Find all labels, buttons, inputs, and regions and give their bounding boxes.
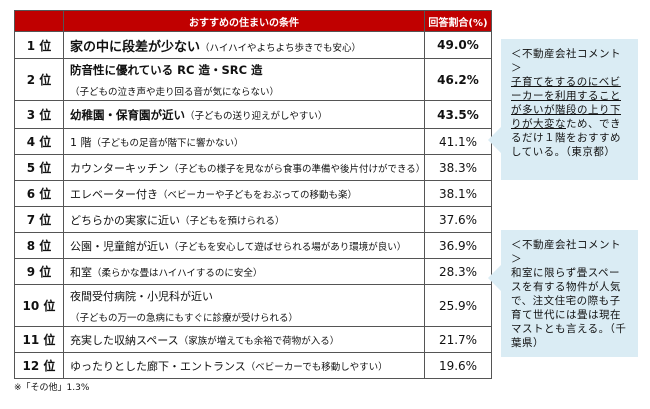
condition-sub: （子どもの万一の急病にもすぐに診療が受けられる） <box>70 312 299 324</box>
rank-cell: 7 位 <box>14 206 64 233</box>
rank-cell: 11 位 <box>14 326 64 353</box>
rank-cell: 1 位 <box>14 31 64 59</box>
condition-sub: （子どもを預けられる） <box>180 215 285 227</box>
condition-cell: カウンターキッチン（子どもの様子を見ながら食事の準備や後片付けができる） <box>63 154 425 181</box>
condition-main: どちらかの実家に近い <box>70 213 180 227</box>
condition-main: 幼稚園・保育園が近い <box>70 107 185 122</box>
rank-cell: 6 位 <box>14 180 64 207</box>
percent-cell: 36.9% <box>424 232 492 259</box>
condition-sub: （ハイハイやよちよち歩きでも安心） <box>200 42 361 54</box>
callout-body: 和室に限らず畳スペースを有する物件が人気で、注文住宅の際も子育て世代には畳は現在… <box>511 267 627 349</box>
condition-cell: エレベーター付き（ベビーカーや子どもをおぶっての移動も楽） <box>63 180 425 207</box>
condition-cell: 夜間受付病院・小児科が近い （子どもの万一の急病にもすぐに診療が受けられる） <box>63 284 425 327</box>
condition-cell: ゆったりとした廊下・エントランス（ベビーカーでも移動しやすい） <box>63 352 425 379</box>
condition-cell: 公園・児童館が近い（子どもを安心して遊ばせられる場があり環境が良い） <box>63 232 425 259</box>
condition-cell: 1 階（子どもの足音が階下に響かない） <box>63 128 425 155</box>
ranking-table: おすすめの住まいの条件 回答割合(%) 1 位 家の中に段差が少ない（ハイハイや… <box>14 10 492 379</box>
percent-cell: 38.1% <box>424 180 492 207</box>
condition-sub: （子どもの泣き声や走り回る音が気にならない） <box>70 86 280 98</box>
condition-sub: （ベビーカーでも移動しやすい） <box>245 361 388 373</box>
condition-cell: 充実した収納スペース（家族が増えても余裕で荷物が入る） <box>63 326 425 353</box>
percent-cell: 28.3% <box>424 258 492 285</box>
rank-cell: 2 位 <box>14 58 64 101</box>
rank-cell: 3 位 <box>14 100 64 129</box>
condition-cell: 幼稚園・保育園が近い（子どもの送り迎えがしやすい） <box>63 100 425 129</box>
header-rank <box>14 10 64 32</box>
condition-sub: （ベビーカーや子どもをおぶっての移動も楽） <box>158 189 358 201</box>
condition-main: 1 階 <box>70 135 92 149</box>
percent-cell: 37.6% <box>424 206 492 233</box>
table-row: 1 位 家の中に段差が少ない（ハイハイやよちよち歩きでも安心） 49.0% <box>14 31 492 59</box>
table-row: 5 位 カウンターキッチン（子どもの様子を見ながら食事の準備や後片付けができる）… <box>14 154 492 181</box>
condition-main: ゆったりとした廊下・エントランス <box>70 359 246 373</box>
condition-cell: 防音性に優れている RC 造・SRC 造 （子どもの泣き声や走り回る音が気にならな… <box>63 58 425 101</box>
condition-main: 家の中に段差が少ない <box>70 39 201 55</box>
callout-heading: ＜不動産会社コメント＞ <box>511 48 621 74</box>
realtor-comment-callout-chiba: ＜不動産会社コメント＞ 和室に限らず畳スペースを有する物件が人気で、注文住宅の際… <box>488 230 638 357</box>
percent-cell: 41.1% <box>424 128 492 155</box>
condition-sub: （子どもの足音が階下に響かない） <box>91 137 244 149</box>
percent-cell: 49.0% <box>424 31 492 59</box>
rank-cell: 10 位 <box>14 284 64 327</box>
table-row: 4 位 1 階（子どもの足音が階下に響かない） 41.1% <box>14 128 492 155</box>
condition-main: 公園・児童館が近い <box>70 239 169 253</box>
condition-main: 和室 <box>70 265 92 279</box>
realtor-comment-callout-tokyo: ＜不動産会社コメント＞ 子育てをするのにベビーカーを利用することが多いが階段の上… <box>488 39 638 180</box>
callout-body: ため、できるだけ１階をおすすめしている。（東京都） <box>511 118 621 158</box>
table-row: 11 位 充実した収納スペース（家族が増えても余裕で荷物が入る） 21.7% <box>14 326 492 353</box>
condition-main: 充実した収納スペース <box>70 333 179 347</box>
rank-cell: 9 位 <box>14 258 64 285</box>
percent-cell: 19.6% <box>424 352 492 379</box>
percent-cell: 21.7% <box>424 326 492 353</box>
percent-cell: 38.3% <box>424 154 492 181</box>
table-header-row: おすすめの住まいの条件 回答割合(%) <box>14 10 492 32</box>
rank-cell: 12 位 <box>14 352 64 379</box>
condition-main: カウンターキッチン <box>70 161 169 175</box>
condition-cell: どちらかの実家に近い（子どもを預けられる） <box>63 206 425 233</box>
table-row: 7 位 どちらかの実家に近い（子どもを預けられる） 37.6% <box>14 206 492 233</box>
condition-cell: 家の中に段差が少ない（ハイハイやよちよち歩きでも安心） <box>63 31 425 59</box>
callout-underlined-text: 子育てをするのにベビーカーを利用することが多いが階段の上り下りが大変な <box>511 76 621 130</box>
condition-cell: 和室（柔らかな畳はハイハイするのに安全） <box>63 258 425 285</box>
footnote: ※「その他」1.3% <box>14 383 90 393</box>
header-percent: 回答割合(%) <box>424 10 492 32</box>
condition-sub: （子どもを安心して遊ばせられる場があり環境が良い） <box>169 241 407 253</box>
callout-pointer-icon <box>488 265 501 291</box>
condition-sub: （家族が増えても余裕で荷物が入る） <box>178 335 340 347</box>
rank-cell: 8 位 <box>14 232 64 259</box>
rank-cell: 4 位 <box>14 128 64 155</box>
table-row: 3 位 幼稚園・保育園が近い（子どもの送り迎えがしやすい） 43.5% <box>14 100 492 129</box>
table-row: 10 位 夜間受付病院・小児科が近い （子どもの万一の急病にもすぐに診療が受けられ… <box>14 284 492 327</box>
table-row: 8 位 公園・児童館が近い（子どもを安心して遊ばせられる場があり環境が良い） 3… <box>14 232 492 259</box>
condition-sub: （柔らかな畳はハイハイするのに安全） <box>92 267 263 279</box>
callout-pointer-icon <box>488 127 501 153</box>
table-row: 12 位 ゆったりとした廊下・エントランス（ベビーカーでも移動しやすい） 19.… <box>14 352 492 379</box>
condition-main: 夜間受付病院・小児科が近い <box>70 289 213 303</box>
condition-main: 防音性に優れている RC 造・SRC 造 <box>70 62 263 77</box>
callout-heading: ＜不動産会社コメント＞ <box>511 239 621 265</box>
header-condition: おすすめの住まいの条件 <box>63 10 425 32</box>
condition-sub: （子どもの送り迎えがしやすい） <box>185 110 328 122</box>
condition-sub: （子どもの様子を見ながら食事の準備や後片付けができる） <box>169 163 425 175</box>
percent-cell: 43.5% <box>424 100 492 129</box>
percent-cell: 25.9% <box>424 284 492 327</box>
table-row: 6 位 エレベーター付き（ベビーカーや子どもをおぶっての移動も楽） 38.1% <box>14 180 492 207</box>
table-row: 9 位 和室（柔らかな畳はハイハイするのに安全） 28.3% <box>14 258 492 285</box>
condition-main: エレベーター付き <box>70 187 158 201</box>
rank-cell: 5 位 <box>14 154 64 181</box>
percent-cell: 46.2% <box>424 58 492 101</box>
table-row: 2 位 防音性に優れている RC 造・SRC 造 （子どもの泣き声や走り回る音が気… <box>14 58 492 101</box>
